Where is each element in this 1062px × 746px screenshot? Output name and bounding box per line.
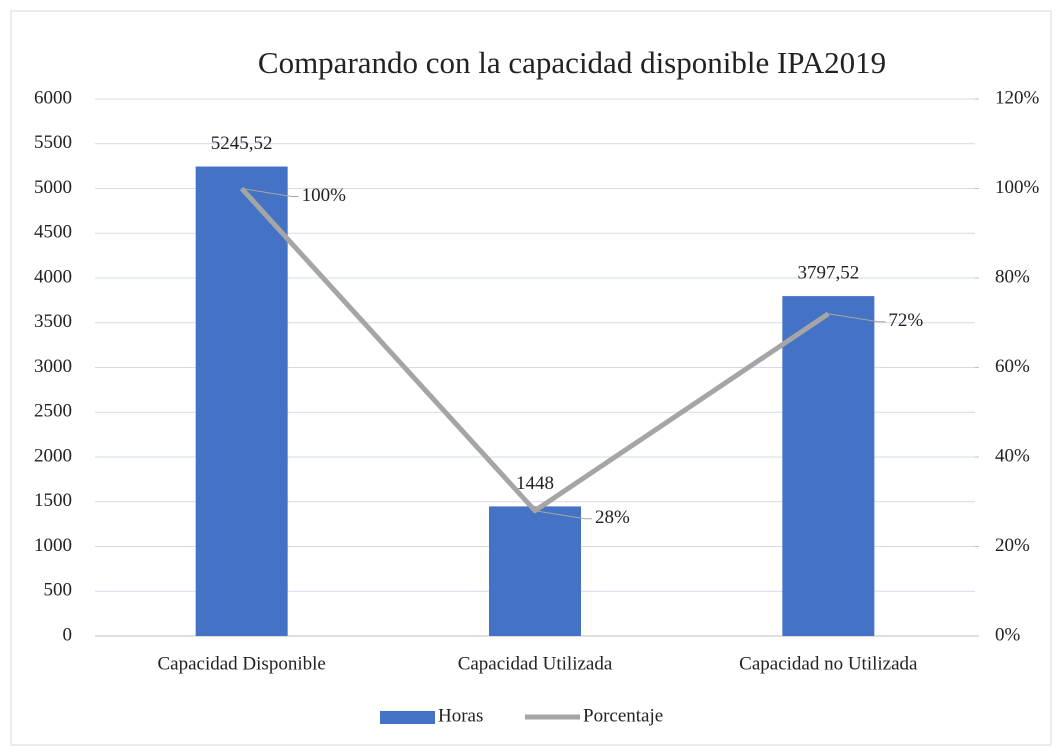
y-tick-label: 2000 — [34, 445, 72, 466]
legend-swatch — [380, 711, 435, 724]
y2-tick-label: 0% — [995, 624, 1021, 645]
y-tick-label: 4000 — [34, 266, 72, 287]
bar — [782, 296, 875, 636]
y2-tick-label: 100% — [995, 177, 1040, 198]
y-tick-label: 3500 — [34, 311, 72, 332]
y-tick-label: 1500 — [34, 490, 72, 511]
line-value-label: 28% — [595, 507, 630, 528]
leader-line — [241, 188, 299, 197]
x-tick-label: Capacidad no Utilizada — [739, 653, 918, 674]
bar-value-label: 1448 — [516, 473, 554, 494]
leader-line — [534, 510, 592, 520]
line-value-label: 100% — [302, 185, 347, 206]
y-tick-label: 6000 — [34, 87, 72, 108]
x-tick-label: Capacidad Disponible — [158, 653, 326, 674]
y2-tick-label: 40% — [995, 445, 1030, 466]
bar — [489, 506, 581, 636]
y2-tick-label: 20% — [995, 535, 1030, 556]
bar-value-label: 5245,52 — [211, 133, 273, 154]
y-tick-label: 2500 — [34, 401, 72, 422]
y-tick-label: 0 — [63, 624, 73, 645]
line-value-label: 72% — [888, 310, 923, 331]
y2-tick-label: 120% — [995, 87, 1040, 108]
chart-title: Comparando con la capacidad disponible I… — [258, 45, 886, 80]
y-tick-label: 5000 — [34, 177, 72, 198]
bar-value-label: 3797,52 — [797, 262, 859, 283]
y-tick-label: 3000 — [34, 356, 72, 377]
y-tick-label: 4500 — [34, 222, 72, 243]
bar — [195, 166, 288, 637]
x-tick-label: Capacidad Utilizada — [458, 653, 613, 674]
y-tick-label: 1000 — [34, 535, 72, 556]
y-tick-label: 5500 — [34, 132, 72, 153]
y2-tick-label: 80% — [995, 266, 1030, 287]
y-tick-label: 500 — [44, 580, 73, 601]
y2-tick-label: 60% — [995, 356, 1030, 377]
leader-line — [828, 313, 886, 323]
legend-label: Porcentaje — [583, 705, 663, 726]
legend-label: Horas — [438, 705, 483, 726]
